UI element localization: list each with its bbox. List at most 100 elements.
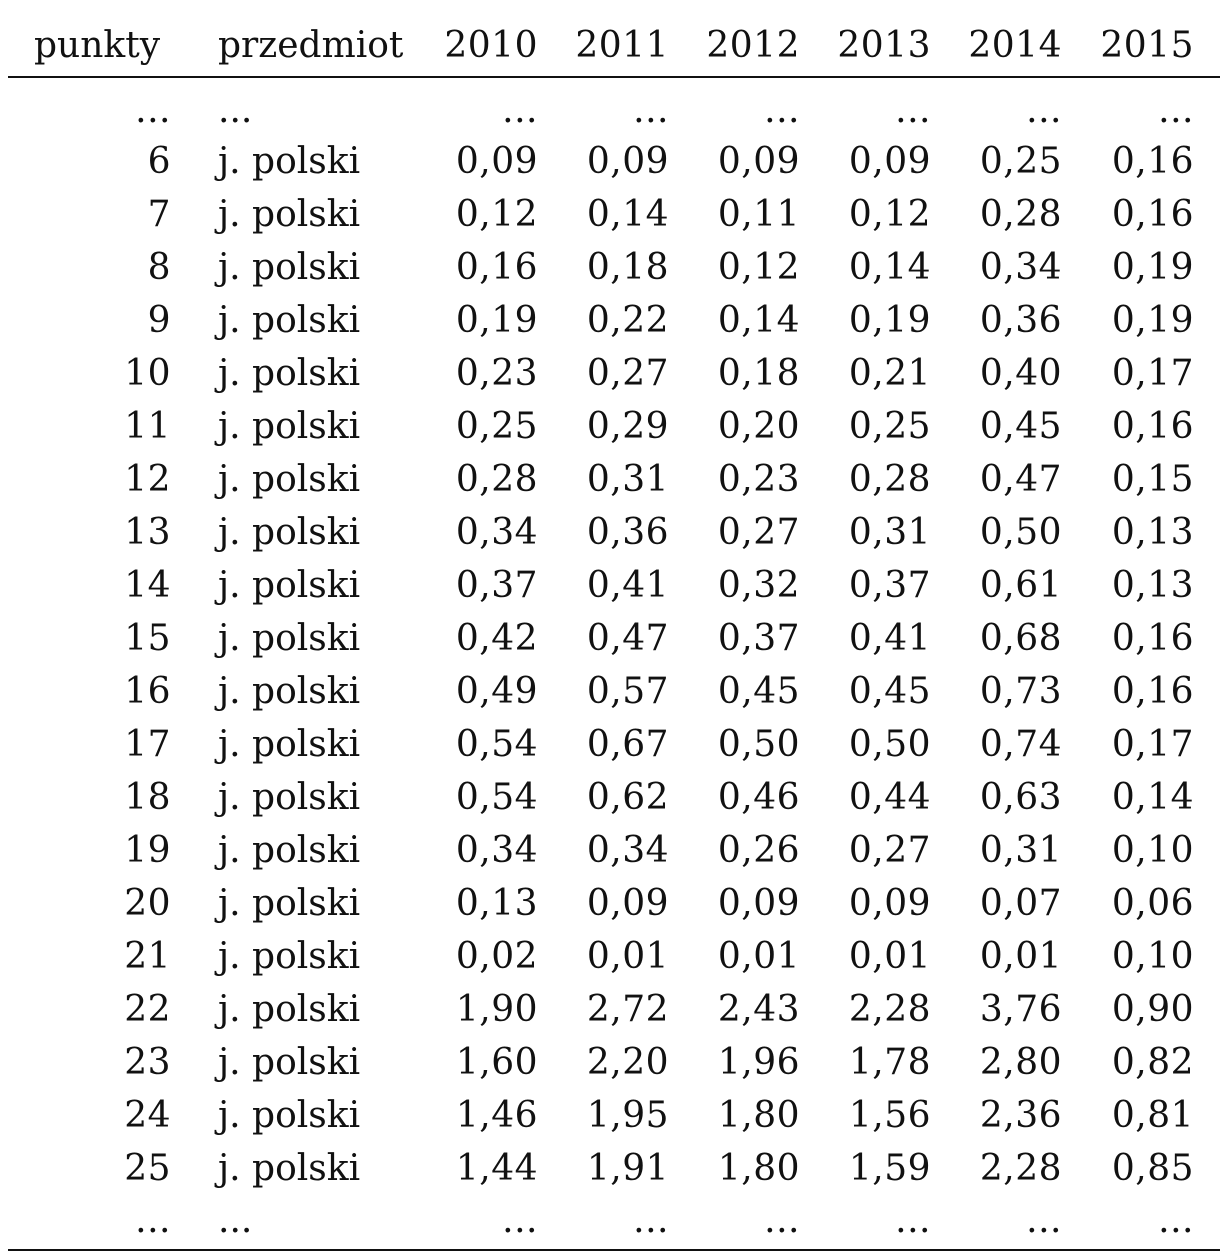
cell-punkty: 13 xyxy=(124,512,171,553)
cell-przedmiot: j. polski xyxy=(218,565,361,606)
cell-punkty: 15 xyxy=(124,618,171,659)
cell-value: 0,12 xyxy=(848,194,931,235)
data-table-container: punkty przedmiot 2010 2011 2012 2013 201… xyxy=(8,12,1220,1251)
cell-value: 0,41 xyxy=(848,618,931,659)
header-cell-year: 2011 xyxy=(575,25,669,66)
cell-punkty: 23 xyxy=(124,1042,171,1083)
cell-value: ... xyxy=(1158,90,1194,131)
cell-value: 0,61 xyxy=(979,565,1062,606)
cell-value: 1,90 xyxy=(455,989,538,1030)
cell-value: 0,19 xyxy=(1111,300,1194,341)
cell-value: 0,41 xyxy=(586,565,669,606)
cell-punkty: 19 xyxy=(124,830,171,871)
cell-przedmiot: j. polski xyxy=(218,883,361,924)
cell-przedmiot: j. polski xyxy=(218,936,361,977)
header-cell-punkty: punkty xyxy=(34,25,161,66)
table-row: ........................ xyxy=(8,1195,1220,1250)
cell-value: 0,47 xyxy=(586,618,669,659)
cell-value: 2,28 xyxy=(848,989,931,1030)
cell-value: 0,74 xyxy=(979,724,1062,765)
table-row: 17 j. polski 0,54 0,67 0,50 0,50 0,74 0,17 xyxy=(8,718,1220,771)
cell-punkty: 16 xyxy=(124,671,171,712)
cell-value: 0,14 xyxy=(848,247,931,288)
cell-value: 0,25 xyxy=(455,406,538,447)
cell-punkty: 12 xyxy=(124,459,171,500)
table-row: 13 j. polski 0,34 0,36 0,27 0,31 0,50 0,13 xyxy=(8,506,1220,559)
cell-value: ... xyxy=(502,90,538,131)
cell-przedmiot: j. polski xyxy=(218,1042,361,1083)
cell-value: 0,10 xyxy=(1111,936,1194,977)
cell-value: 0,27 xyxy=(848,830,931,871)
cell-value: 0,06 xyxy=(1111,883,1194,924)
cell-przedmiot: j. polski xyxy=(218,830,361,871)
cell-value: 0,31 xyxy=(586,459,669,500)
cell-punkty: 17 xyxy=(124,724,171,765)
cell-przedmiot: j. polski xyxy=(218,459,361,500)
cell-value: 0,31 xyxy=(979,830,1062,871)
cell-value: 0,45 xyxy=(717,671,800,712)
cell-value: 0,22 xyxy=(586,300,669,341)
cell-value: 0,09 xyxy=(586,141,669,182)
cell-punkty: 25 xyxy=(124,1148,171,1189)
cell-value: ... xyxy=(633,90,669,131)
table-header: punkty przedmiot 2010 2011 2012 2013 201… xyxy=(8,12,1220,77)
cell-value: 0,14 xyxy=(586,194,669,235)
header-cell-year: 2014 xyxy=(968,25,1062,66)
cell-value: 1,78 xyxy=(848,1042,931,1083)
cell-value: ... xyxy=(895,90,931,131)
cell-value: 0,85 xyxy=(1111,1148,1194,1189)
table-row: 16 j. polski 0,49 0,57 0,45 0,45 0,73 0,16 xyxy=(8,665,1220,718)
cell-value: 0,27 xyxy=(586,353,669,394)
cell-value: 1,96 xyxy=(717,1042,800,1083)
cell-value: 0,54 xyxy=(455,724,538,765)
cell-value: ... xyxy=(895,1199,931,1241)
cell-value: 0,01 xyxy=(979,936,1062,977)
cell-przedmiot: j. polski xyxy=(218,724,361,765)
cell-punkty: 8 xyxy=(147,247,171,288)
cell-punkty: 7 xyxy=(147,194,171,235)
cell-value: 0,34 xyxy=(979,247,1062,288)
cell-value: 0,50 xyxy=(848,724,931,765)
cell-value: ... xyxy=(1158,1199,1194,1241)
cell-value: 0,42 xyxy=(455,618,538,659)
cell-value: 0,34 xyxy=(455,830,538,871)
cell-value: ... xyxy=(502,1199,538,1241)
cell-przedmiot: j. polski xyxy=(218,989,361,1030)
cell-punkty: 10 xyxy=(124,353,171,394)
cell-przedmiot: j. polski xyxy=(218,406,361,447)
cell-value: 0,34 xyxy=(455,512,538,553)
cell-value: ... xyxy=(633,1199,669,1241)
cell-value: 0,37 xyxy=(717,618,800,659)
cell-value: 0,21 xyxy=(848,353,931,394)
table-row: 14 j. polski 0,37 0,41 0,32 0,37 0,61 0,13 xyxy=(8,559,1220,612)
cell-value: 0,09 xyxy=(848,883,931,924)
cell-value: 0,14 xyxy=(717,300,800,341)
cell-value: 0,28 xyxy=(979,194,1062,235)
cell-value: 0,17 xyxy=(1111,724,1194,765)
cell-przedmiot: j. polski xyxy=(218,247,361,288)
cell-value: 0,81 xyxy=(1111,1095,1194,1136)
cell-value: 0,18 xyxy=(586,247,669,288)
table-row: 6 j. polski 0,09 0,09 0,09 0,09 0,25 0,16 xyxy=(8,135,1220,188)
cell-value: 1,60 xyxy=(455,1042,538,1083)
cell-value: 0,16 xyxy=(1111,194,1194,235)
cell-value: 3,76 xyxy=(979,989,1062,1030)
cell-punkty: 22 xyxy=(124,989,171,1030)
cell-value: 0,16 xyxy=(455,247,538,288)
cell-value: 2,36 xyxy=(979,1095,1062,1136)
cell-value: 0,63 xyxy=(979,777,1062,818)
cell-value: 0,13 xyxy=(1111,512,1194,553)
cell-value: 1,46 xyxy=(455,1095,538,1136)
cell-value: 0,36 xyxy=(979,300,1062,341)
cell-value: 0,16 xyxy=(1111,618,1194,659)
cell-value: 0,14 xyxy=(1111,777,1194,818)
table-row: 7 j. polski 0,12 0,14 0,11 0,12 0,28 0,16 xyxy=(8,188,1220,241)
cell-przedmiot: j. polski xyxy=(218,1148,361,1189)
cell-value: 2,80 xyxy=(979,1042,1062,1083)
cell-value: 0,16 xyxy=(1111,141,1194,182)
cell-value: 0,23 xyxy=(717,459,800,500)
table-row: 8 j. polski 0,16 0,18 0,12 0,14 0,34 0,19 xyxy=(8,241,1220,294)
cell-punkty: 11 xyxy=(124,406,171,447)
table-row: 10 j. polski 0,23 0,27 0,18 0,21 0,40 0,17 xyxy=(8,347,1220,400)
cell-value: 0,62 xyxy=(586,777,669,818)
